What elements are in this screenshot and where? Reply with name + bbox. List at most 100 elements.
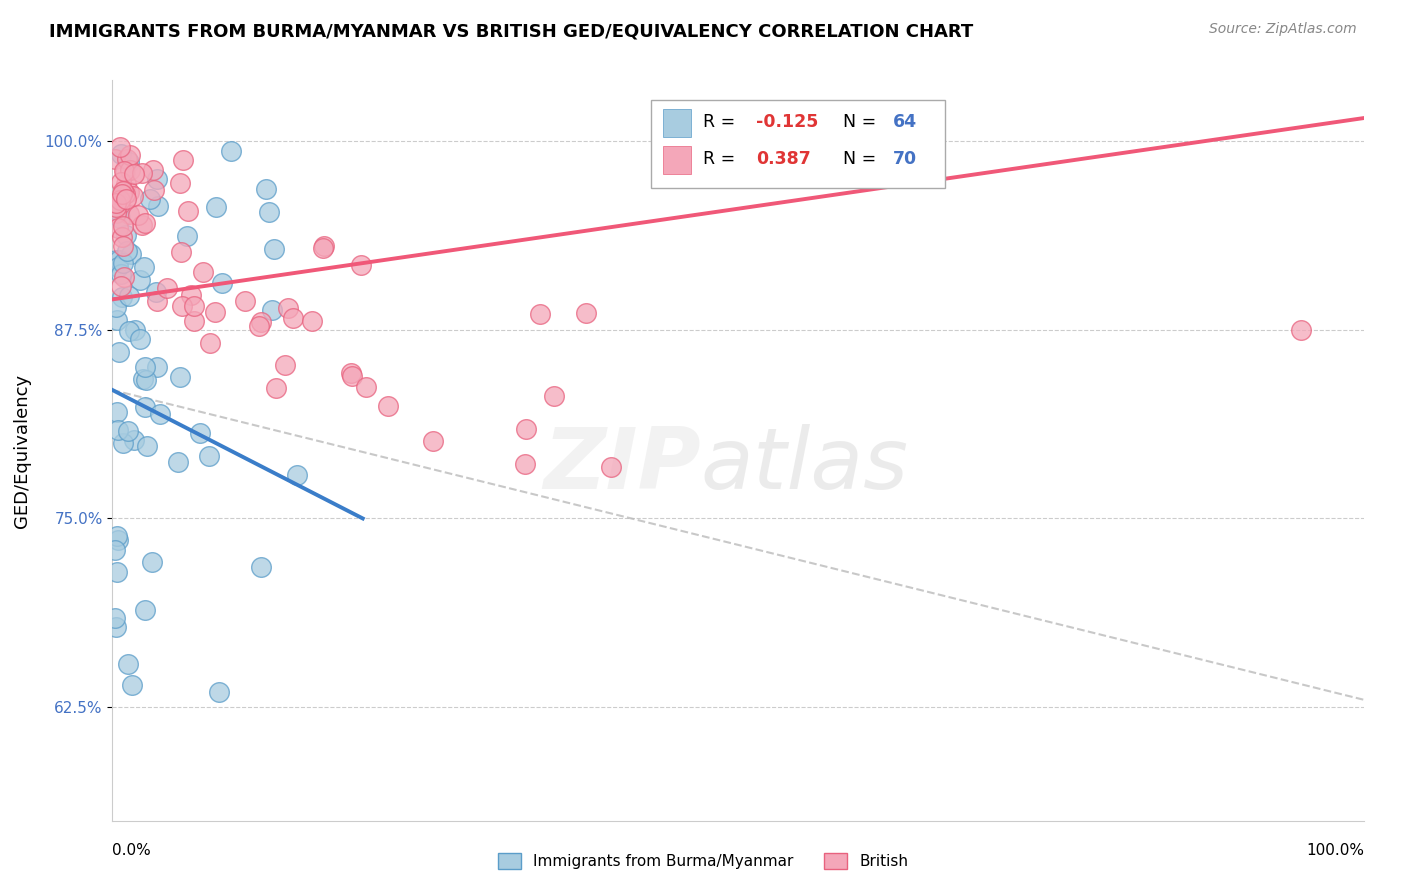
Point — [205, 200, 228, 214]
Point — [146, 359, 169, 374]
Point — [111, 186, 134, 201]
Point — [180, 288, 202, 302]
Point — [114, 178, 136, 192]
Point — [156, 281, 179, 295]
Point — [169, 370, 191, 384]
Point — [249, 315, 271, 329]
Point — [281, 310, 304, 325]
Point — [108, 196, 131, 211]
Point — [529, 307, 551, 321]
Point — [301, 314, 323, 328]
Point — [134, 216, 156, 230]
Point — [135, 373, 157, 387]
Point — [107, 252, 129, 267]
Point — [120, 247, 142, 261]
Point — [107, 221, 129, 235]
Point — [118, 207, 141, 221]
Point — [118, 289, 141, 303]
Point — [600, 460, 623, 475]
Point — [204, 305, 226, 319]
Point — [263, 242, 285, 256]
Point — [112, 269, 135, 284]
Point — [114, 165, 136, 179]
Text: R =: R = — [703, 113, 741, 131]
Point — [176, 229, 198, 244]
Point — [114, 192, 136, 206]
Point — [105, 203, 128, 218]
Point — [117, 657, 139, 672]
Point — [105, 313, 128, 327]
Point — [118, 148, 141, 162]
Point — [107, 423, 129, 437]
Point — [118, 155, 141, 169]
Point — [1291, 322, 1313, 336]
Point — [105, 205, 128, 219]
Text: 0.0%: 0.0% — [112, 843, 152, 858]
Point — [142, 163, 165, 178]
Point — [122, 433, 145, 447]
Point — [111, 290, 134, 304]
Point — [211, 277, 233, 291]
Point — [422, 434, 444, 449]
Point — [111, 230, 134, 244]
Point — [197, 450, 219, 464]
Text: 64: 64 — [893, 113, 918, 131]
Point — [575, 306, 598, 320]
Text: 0.387: 0.387 — [755, 151, 810, 169]
Point — [122, 167, 145, 181]
Point — [377, 400, 399, 414]
Point — [148, 199, 170, 213]
Point — [340, 368, 363, 383]
Point — [104, 542, 127, 557]
Text: -0.125: -0.125 — [755, 113, 818, 131]
Point — [121, 678, 143, 692]
Point — [208, 684, 231, 698]
Text: R =: R = — [703, 151, 741, 169]
Bar — [664, 146, 690, 174]
Point — [340, 367, 363, 381]
Point — [254, 181, 277, 195]
Point — [200, 336, 222, 351]
Point — [112, 164, 135, 178]
Point — [120, 163, 142, 178]
Point — [112, 239, 135, 253]
Text: atlas: atlas — [700, 424, 908, 507]
Point — [110, 267, 132, 281]
Point — [118, 324, 141, 338]
FancyBboxPatch shape — [651, 100, 945, 187]
Point — [314, 239, 336, 253]
Point — [146, 171, 169, 186]
Point — [172, 299, 194, 313]
Point — [136, 439, 159, 453]
Point — [219, 144, 242, 158]
Point — [105, 529, 128, 543]
Point — [108, 211, 131, 225]
Point — [312, 241, 335, 255]
Point — [117, 424, 139, 438]
Point — [264, 381, 287, 395]
Point — [167, 455, 190, 469]
Point — [235, 294, 257, 309]
Text: Source: ZipAtlas.com: Source: ZipAtlas.com — [1209, 22, 1357, 37]
Point — [111, 219, 134, 233]
Point — [134, 400, 156, 414]
Point — [105, 404, 128, 418]
Point — [129, 273, 152, 287]
Point — [108, 193, 131, 207]
Point — [134, 359, 156, 374]
Point — [111, 435, 134, 450]
Point — [183, 299, 205, 313]
Point — [104, 253, 127, 268]
Point — [177, 204, 200, 219]
Point — [105, 566, 128, 580]
Point — [188, 425, 211, 440]
Point — [129, 332, 152, 346]
Point — [146, 294, 169, 309]
Point — [543, 388, 565, 402]
Point — [107, 345, 129, 359]
Point — [107, 260, 129, 274]
Point — [115, 227, 138, 242]
Point — [257, 205, 280, 219]
Point — [349, 258, 371, 272]
Point — [108, 205, 131, 219]
